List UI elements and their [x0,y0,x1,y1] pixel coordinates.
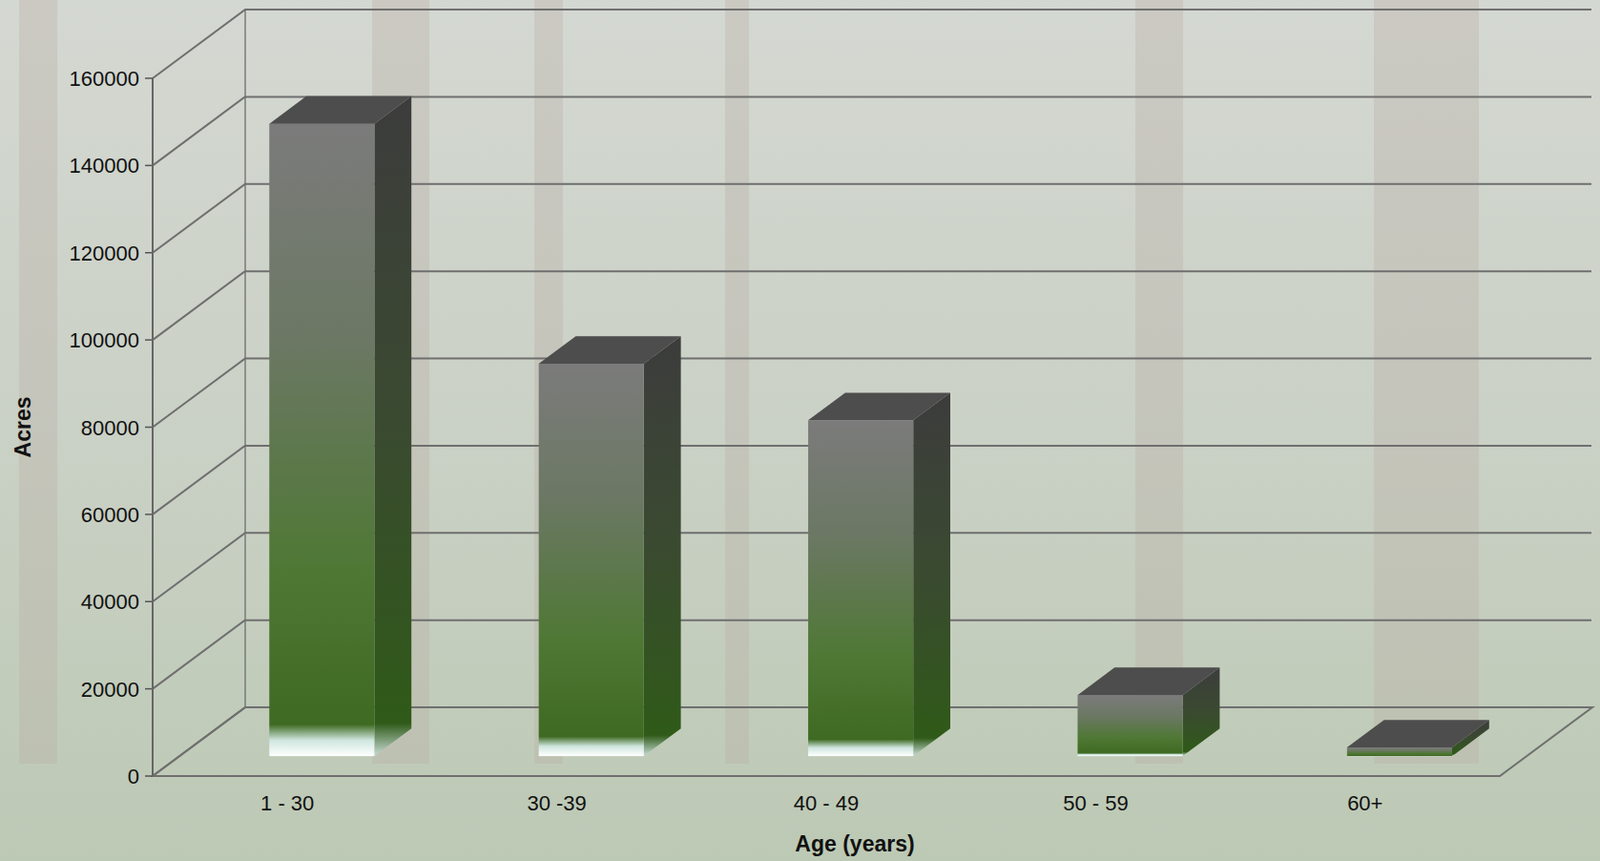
bar [539,363,645,756]
bar-side [644,335,682,756]
bar-group [1347,719,1490,756]
category-label: 50 - 59 [1062,790,1129,815]
trunk-decoration [1135,0,1184,764]
category-label: 30 -39 [526,790,586,815]
bars [269,96,1490,756]
bar-top [808,393,951,421]
bar-top [1347,719,1490,748]
bar-group [539,335,682,756]
background [0,0,1600,861]
chart: 0 20000 40000 60000 80000 100000 120000 140000 1… [0,0,1600,861]
bar-group [808,393,951,757]
bar-group [269,96,412,756]
x-axis-title: Age (years) [794,831,915,856]
tick-mark [145,338,153,341]
bar [1347,747,1453,756]
tick-mark [145,426,153,429]
category-label: 1 - 30 [260,790,314,815]
y-axis [151,78,154,776]
tick-label: 40000 [81,589,140,614]
bar [808,419,914,756]
tick-mark [145,77,153,80]
grid-line [152,9,1592,79]
tick-label: 160000 [69,66,140,91]
tick-mark [145,687,153,690]
bar-side [374,96,412,756]
bar-top [269,96,412,125]
tick-mark [145,513,153,516]
bar-side [913,393,951,757]
tick-mark [145,601,153,603]
y-axis-title: Acres [10,396,36,458]
bar [1077,694,1183,756]
trunk-decoration [725,0,749,764]
trunk-decoration [1373,0,1479,764]
tick-label: 0 [127,764,140,789]
tick-label: 140000 [69,153,140,178]
category-label: 40 - 49 [793,790,860,815]
trunk-decoration [19,0,58,764]
bar-top [1077,666,1220,695]
category-label: 60+ [1347,790,1383,815]
tick-label: 80000 [81,415,140,440]
tick-mark [145,251,153,254]
bar-top [539,335,682,364]
tick-label: 20000 [81,677,140,702]
tick-mark [145,165,153,167]
bar [269,124,375,756]
tick-label: 100000 [69,328,140,353]
tick-label: 120000 [69,241,140,266]
tick-mark [145,774,153,777]
bar-group [1077,666,1220,756]
tick-label: 60000 [81,502,140,527]
